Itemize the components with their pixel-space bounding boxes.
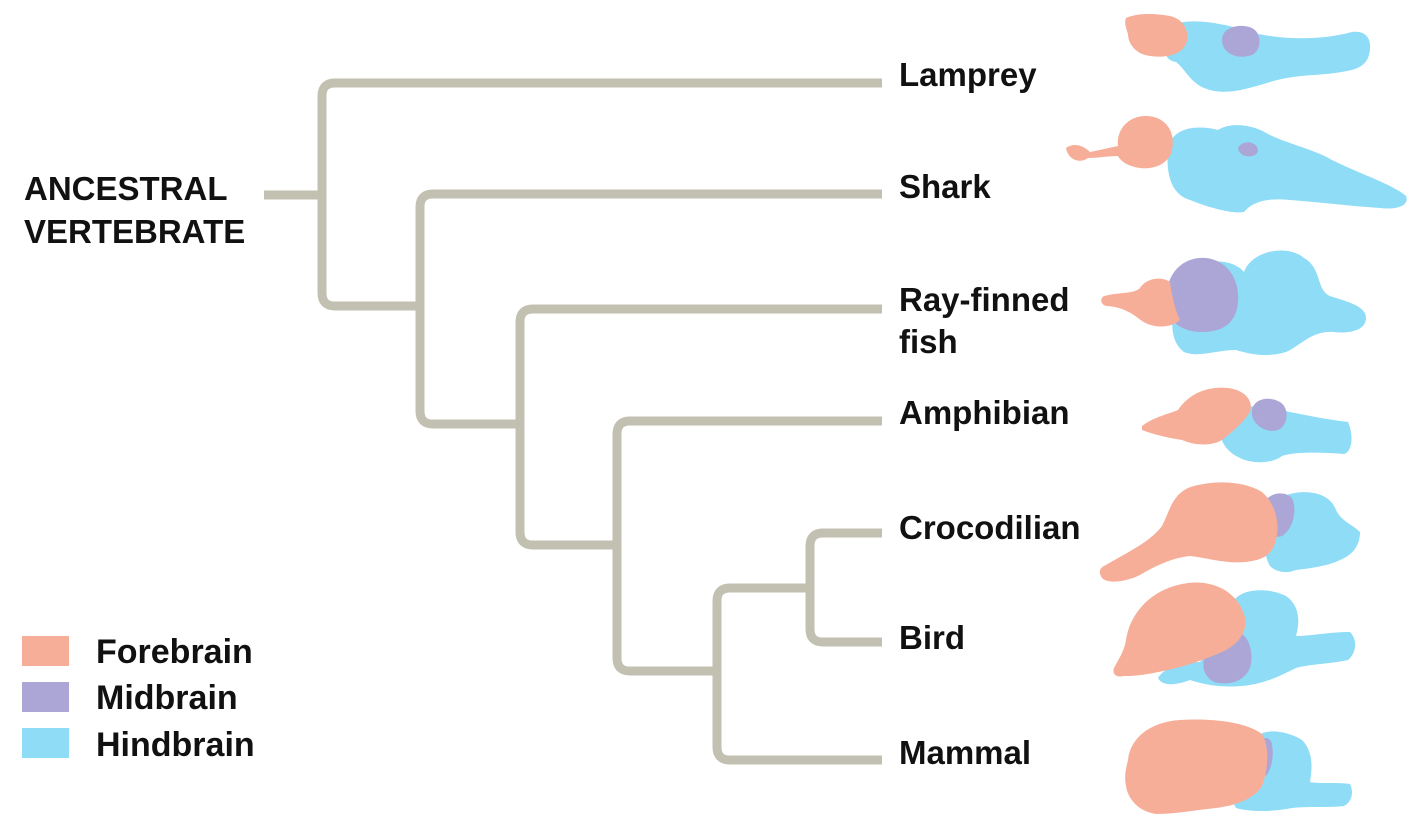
taxon-label-amphibian: Amphibian bbox=[899, 394, 1070, 431]
branch-node-rayfinned bbox=[515, 304, 882, 550]
taxon-label-lamprey: Lamprey bbox=[899, 56, 1037, 93]
taxon-label-crocodilian: Crocodilian bbox=[899, 509, 1081, 546]
brain-illustration-shark bbox=[1066, 116, 1407, 213]
brain-illustration-mammal bbox=[1125, 719, 1352, 814]
shark-forebrain bbox=[1066, 116, 1173, 169]
lamprey-forebrain bbox=[1125, 14, 1188, 57]
rayfinned-midbrain bbox=[1166, 257, 1239, 332]
branch-node-lamprey bbox=[317, 78, 882, 311]
branch-node-shark bbox=[415, 189, 882, 429]
taxon-label-bird: Bird bbox=[899, 619, 965, 656]
rayfinned-forebrain bbox=[1101, 278, 1180, 327]
brain-illustration-rayfinned bbox=[1101, 250, 1366, 356]
mammal-forebrain bbox=[1125, 719, 1268, 814]
root-label-line1: ANCESTRAL bbox=[24, 170, 228, 207]
branch-node-amniote bbox=[712, 583, 882, 765]
taxon-label-rayfinned-line1: Ray-finned bbox=[899, 281, 1070, 318]
lamprey-hindbrain bbox=[1164, 21, 1371, 92]
brain-illustration-crocodilian bbox=[1099, 482, 1360, 582]
tree-branches bbox=[264, 78, 882, 765]
taxon-label-mammal: Mammal bbox=[899, 734, 1031, 771]
amphibian-hindbrain bbox=[1220, 406, 1352, 463]
legend-swatch-midbrain bbox=[22, 682, 69, 712]
branch-node-archosaur bbox=[805, 528, 882, 647]
crocodilian-forebrain bbox=[1099, 482, 1278, 582]
legend-label-forebrain: Forebrain bbox=[96, 633, 253, 671]
branch-node-amphibian bbox=[612, 416, 882, 676]
shark-hindbrain bbox=[1167, 125, 1407, 213]
lamprey-midbrain bbox=[1222, 25, 1260, 57]
amphibian-midbrain bbox=[1251, 398, 1287, 431]
legend-swatch-hindbrain bbox=[22, 728, 69, 758]
brain-illustration-amphibian bbox=[1142, 387, 1352, 463]
amphibian-forebrain bbox=[1142, 387, 1251, 445]
brain-illustration-bird bbox=[1113, 582, 1356, 687]
legend-swatch-forebrain bbox=[22, 636, 69, 666]
taxon-label-shark: Shark bbox=[899, 168, 991, 205]
legend-label-hindbrain: Hindbrain bbox=[96, 726, 255, 764]
legend: Forebrain Midbrain Hindbrain bbox=[22, 633, 255, 764]
bird-forebrain bbox=[1113, 582, 1246, 677]
taxon-label-rayfinned-line2: fish bbox=[899, 323, 958, 360]
legend-label-midbrain: Midbrain bbox=[96, 679, 238, 717]
shark-midbrain bbox=[1238, 142, 1258, 157]
root-label-line2: VERTEBRATE bbox=[24, 213, 245, 250]
brain-illustration-lamprey bbox=[1125, 14, 1371, 92]
